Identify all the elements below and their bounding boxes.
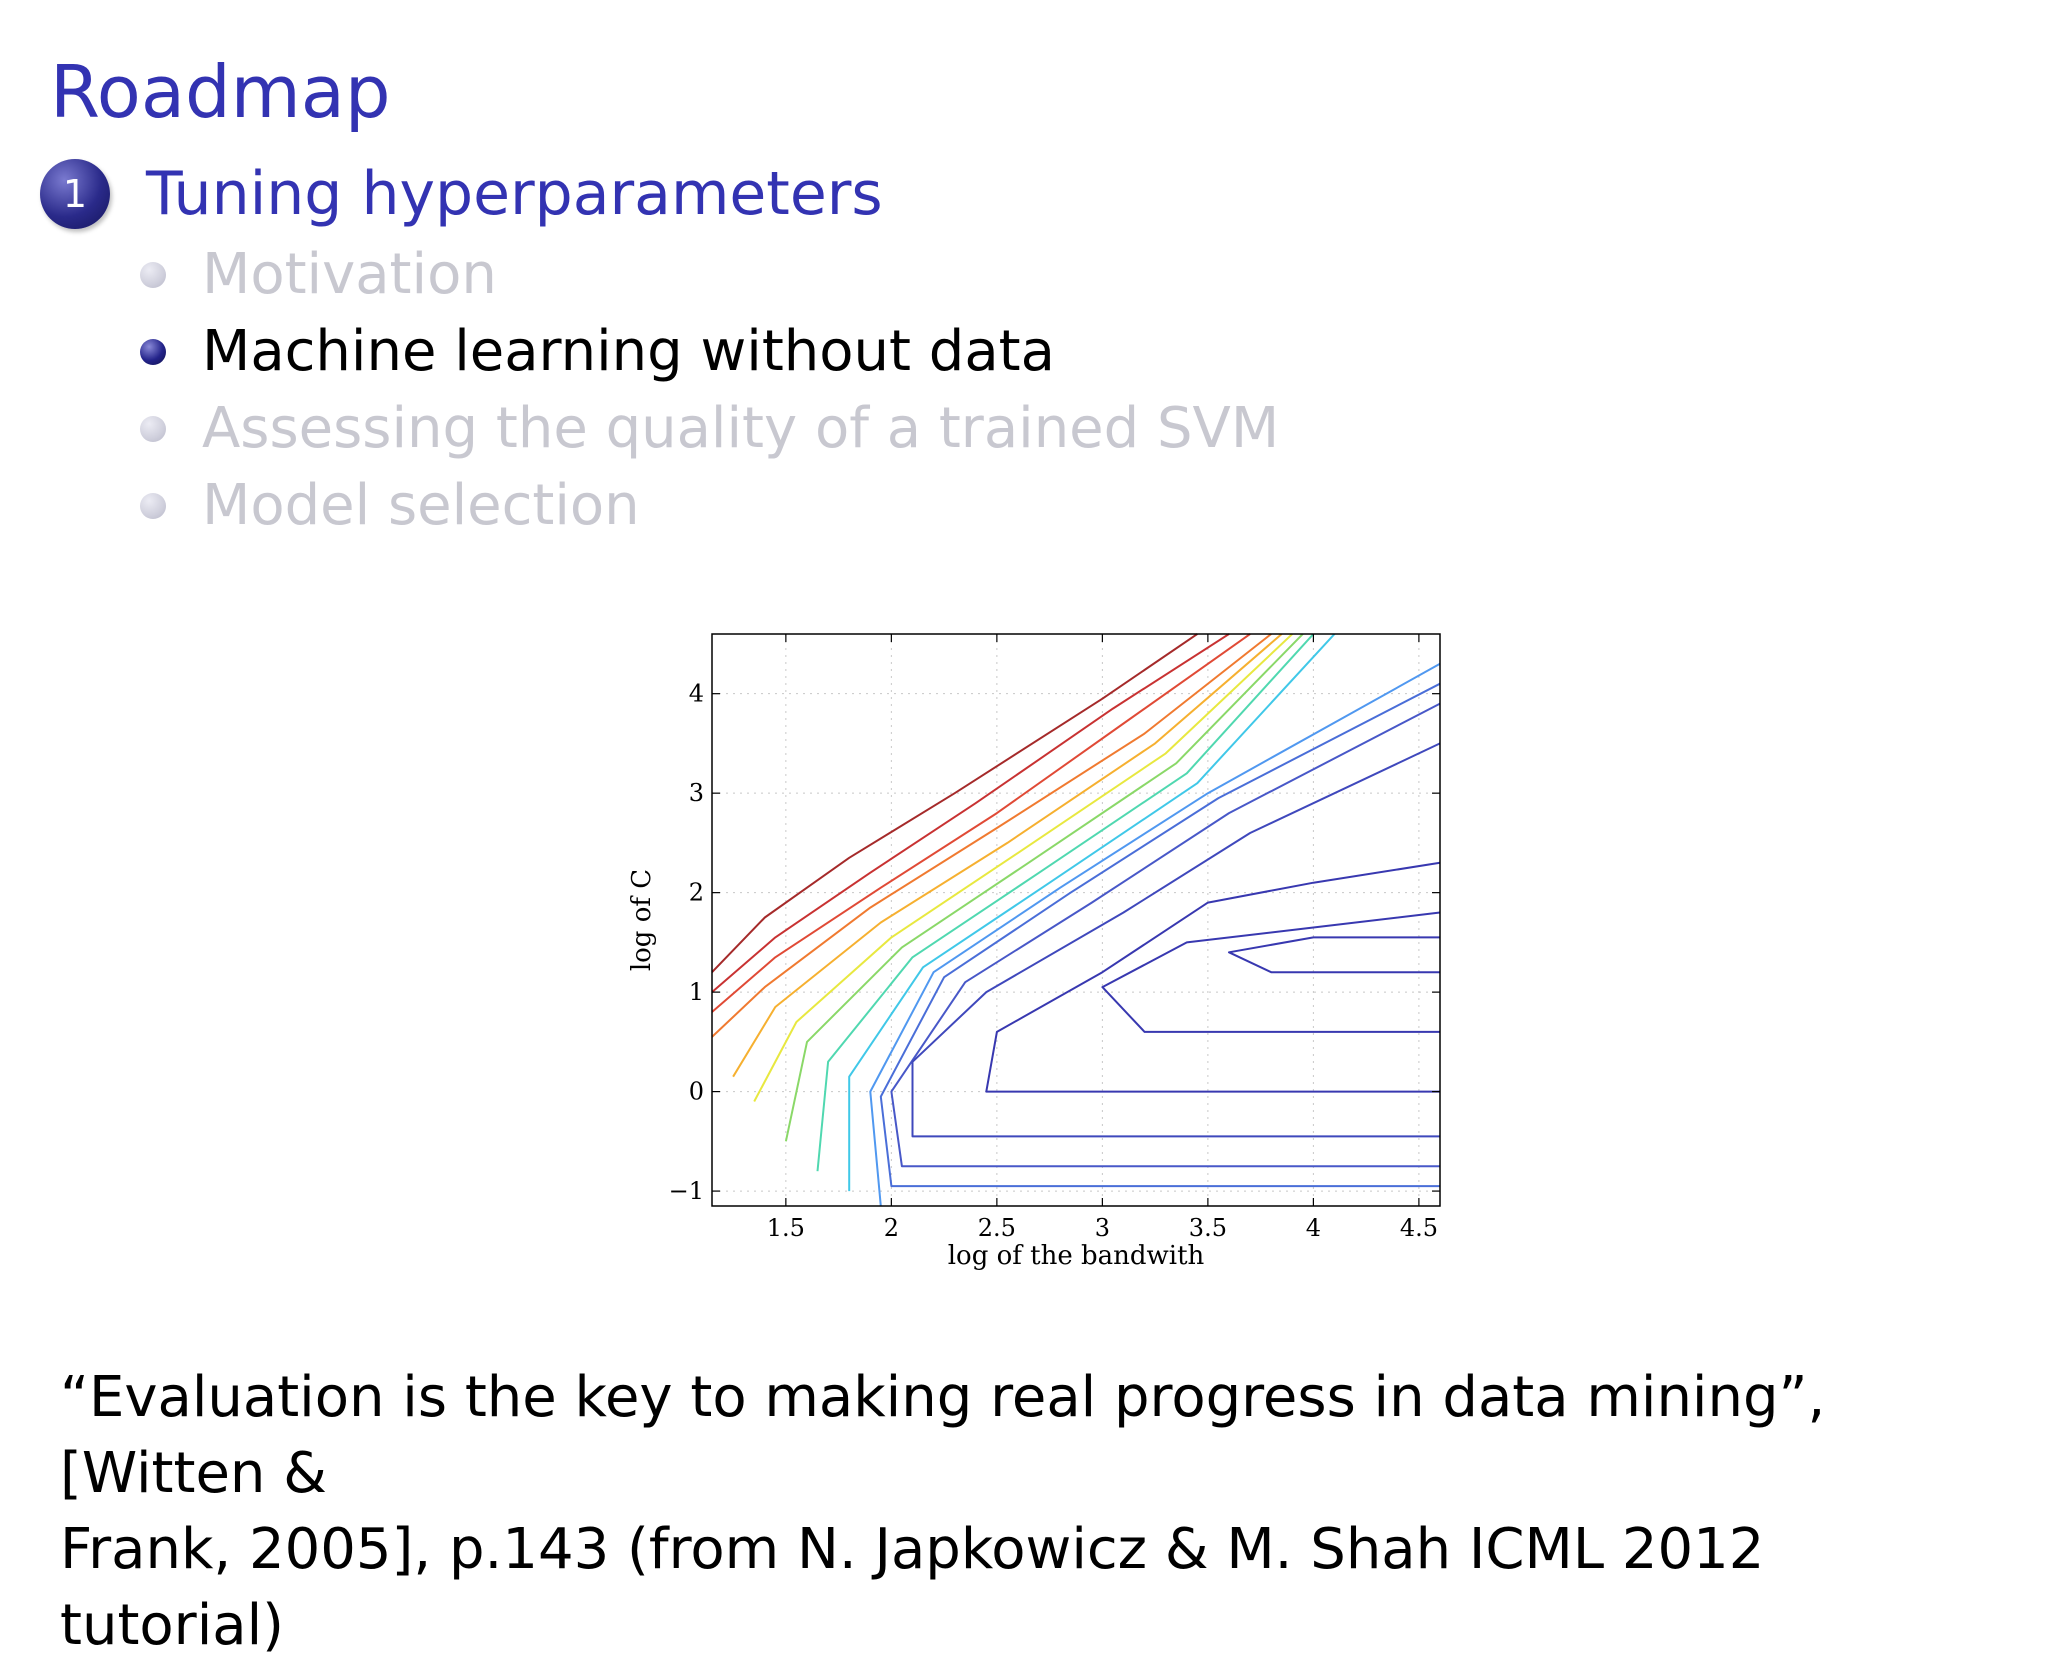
x-tick-label: 3.5 [1189, 1214, 1227, 1242]
contour-line [753, 633, 1293, 1102]
ticks: 1.5 2 2.5 3 3.5 4 4.5 −1 0 1 2 3 4 [669, 634, 1440, 1242]
citation-quote: “Evaluation is the key to making real pr… [60, 1360, 2000, 1664]
contour-line [711, 633, 1198, 973]
toc-item-label: Motivation [202, 242, 497, 307]
y-tick-label: −1 [669, 1177, 704, 1205]
toc-item-label: Machine learning without data [202, 319, 1055, 384]
section-label: Tuning hyperparameters [146, 159, 883, 229]
toc-item-motivation: Motivation [140, 236, 1279, 313]
toc-item-label: Assessing the quality of a trained SVM [202, 396, 1280, 461]
contour-line [711, 633, 1272, 1038]
y-tick-label: 2 [689, 879, 704, 907]
toc-item-label: Model selection [202, 473, 640, 538]
plot-frame [711, 633, 1441, 1207]
x-tick-label: 1.5 [767, 1214, 805, 1242]
quote-line-2: Frank, 2005], p.143 (from N. Japkowicz &… [60, 1517, 1765, 1658]
contour-line [879, 682, 1441, 1188]
contour-line [869, 662, 1441, 1207]
contour-line [732, 633, 1283, 1078]
y-axis-label: log of C [627, 869, 657, 971]
contour-line [1101, 911, 1441, 1033]
grid [712, 634, 1440, 1206]
y-tick-label: 0 [689, 1078, 704, 1106]
toc-item-model-selection: Model selection [140, 467, 1279, 544]
x-tick-label: 4.5 [1400, 1214, 1438, 1242]
contour-line [1228, 936, 1440, 974]
contour-line [848, 633, 1336, 1192]
section-heading: 1 Tuning hyperparameters [40, 158, 883, 230]
quote-line-1: “Evaluation is the key to making real pr… [60, 1365, 1826, 1506]
bullet-icon [140, 338, 166, 365]
bullet-icon [140, 492, 166, 519]
contour-line [890, 702, 1441, 1168]
x-tick-label: 3 [1095, 1214, 1110, 1242]
x-tick-label: 2.5 [978, 1214, 1016, 1242]
y-tick-label: 3 [689, 779, 704, 807]
toc-list: Motivation Machine learning without data… [140, 236, 1279, 544]
section-number-badge: 1 [40, 159, 110, 229]
bullet-icon [140, 261, 166, 288]
y-tick-label: 4 [689, 680, 704, 708]
contour-line [911, 742, 1441, 1138]
slide-title: Roadmap [50, 50, 391, 134]
contour-line [985, 861, 1441, 1093]
contour-lines [711, 633, 1441, 1207]
bullet-icon [140, 415, 166, 442]
x-tick-label: 4 [1306, 1214, 1321, 1242]
x-axis-label: log of the bandwith [948, 1241, 1205, 1271]
contour-line [711, 633, 1230, 993]
toc-item-ml-without-data: Machine learning without data [140, 313, 1279, 390]
contour-line [816, 633, 1315, 1172]
contour-figure: 1.5 2 2.5 3 3.5 4 4.5 −1 0 1 2 3 4 log of the bandwi… [620, 620, 1480, 1280]
x-tick-label: 2 [884, 1214, 899, 1242]
contour-line [711, 633, 1251, 1013]
contour-line [784, 633, 1304, 1142]
toc-item-assessing-svm: Assessing the quality of a trained SVM [140, 390, 1279, 467]
contour-plot: 1.5 2 2.5 3 3.5 4 4.5 −1 0 1 2 3 4 log of the bandwi… [627, 633, 1441, 1271]
y-tick-label: 1 [689, 978, 704, 1006]
